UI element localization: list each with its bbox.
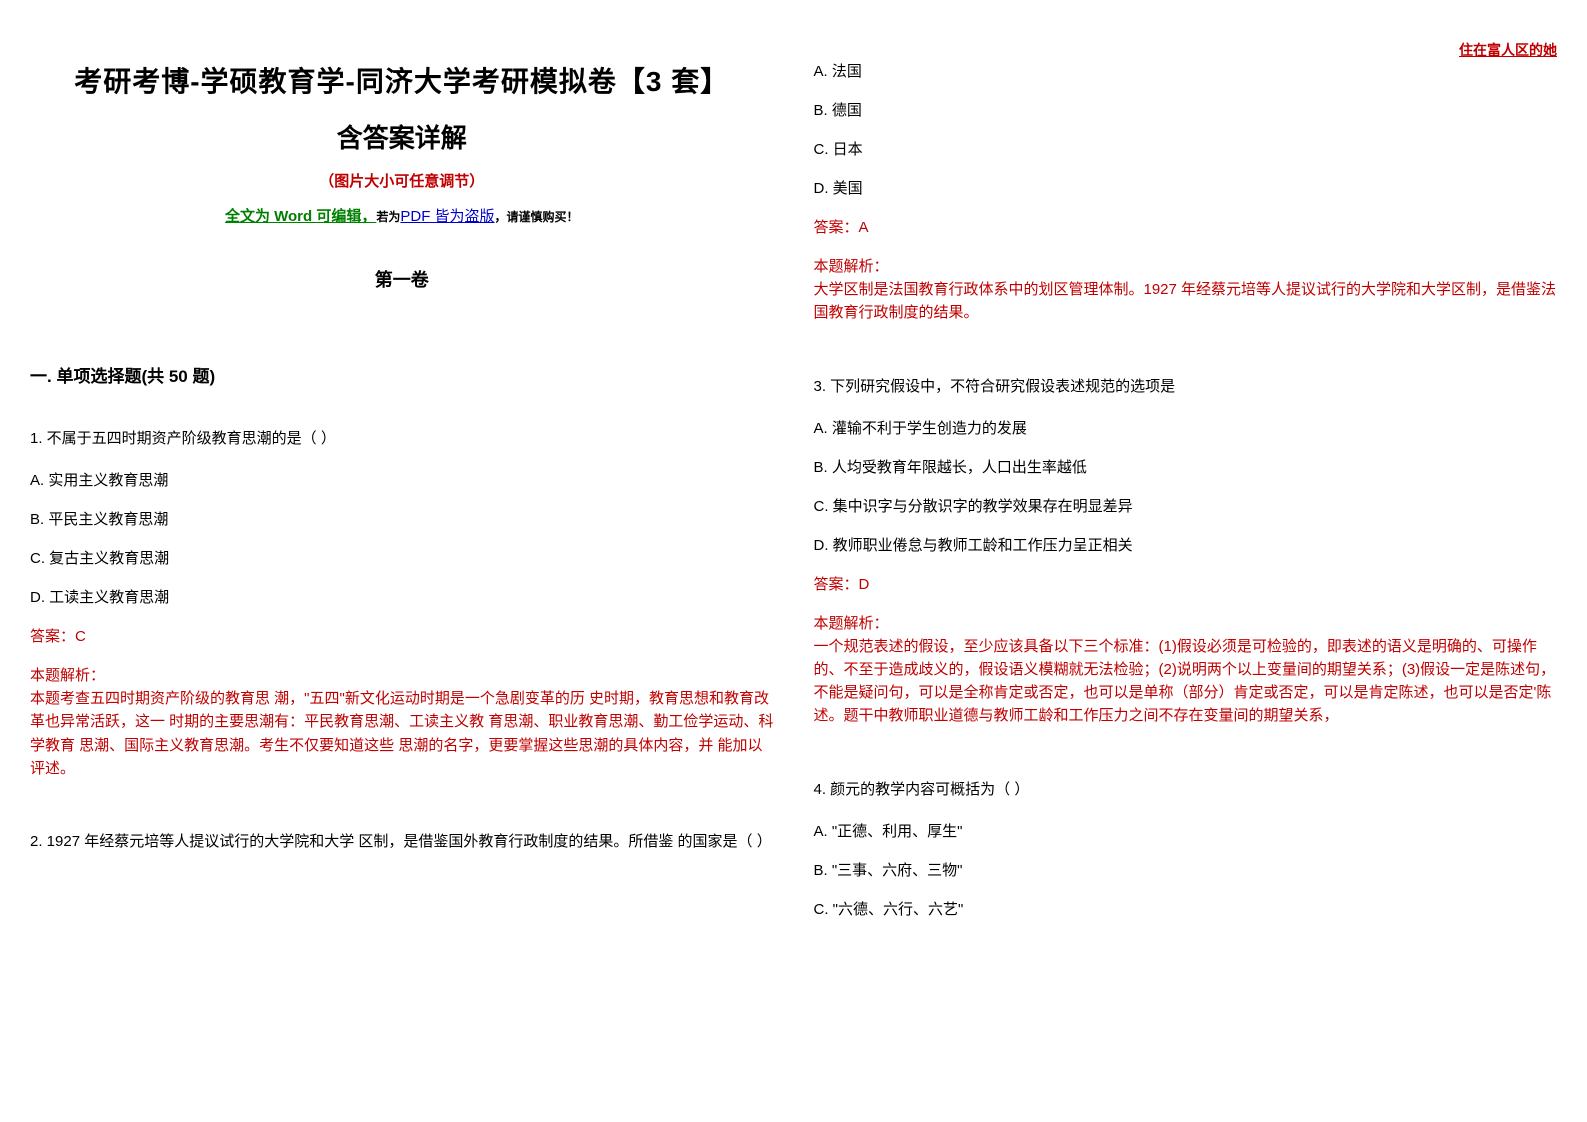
q2-option-c: C. 日本 [814,138,1558,159]
q3-answer: 答案：D [814,573,1558,594]
q2-explanation: 大学区制是法国教育行政体系中的划区管理体制。1927 年经蔡元培等人提议试行的大… [814,278,1558,325]
q2-explanation-label: 本题解析： [814,255,1558,276]
volume-heading: 第一卷 [30,266,774,292]
q2-stem: 2. 1927 年经蔡元培等人提议试行的大学院和大学 区制，是借鉴国外教育行政制… [30,830,774,854]
note-warning: 全文为 Word 可编辑，若为PDF 皆为盗版，请谨慎购买！ [30,205,774,226]
q2-option-a: A. 法国 [814,60,1558,81]
section-mcq-heading: 一. 单项选择题(共 50 题) [30,362,774,387]
note-pdf-pirate: PDF 皆为盗版 [400,208,494,225]
note-resize: （图片大小可任意调节） [30,170,774,191]
note-word-editable: 全文为 Word 可编辑， [225,208,376,225]
q4-option-c: C. "六德、六行、六艺" [814,898,1558,919]
q4-option-b: B. "三事、六府、三物" [814,859,1558,880]
q4-stem: 4. 颜元的教学内容可概括为（ ） [814,778,1558,802]
q1-option-d: D. 工读主义教育思潮 [30,586,774,607]
q1-stem: 1. 不属于五四时期资产阶级教育思潮的是（ ） [30,427,774,451]
page-container: 考研考博-学硕教育学-同济大学考研模拟卷【3 套】 含答案详解 （图片大小可任意… [0,0,1587,967]
q3-explanation: 一个规范表述的假设，至少应该具备以下三个标准：(1)假设必须是可检验的，即表述的… [814,635,1558,728]
q3-option-d: D. 教师职业倦怠与教师工龄和工作压力呈正相关 [814,534,1558,555]
watermark-text: 住在富人区的她 [1459,40,1557,60]
q1-option-a: A. 实用主义教育思潮 [30,469,774,490]
doc-subtitle: 含答案详解 [30,118,774,155]
q1-option-c: C. 复古主义教育思潮 [30,547,774,568]
note-caution: ，请谨慎购买！ [495,210,579,224]
q1-option-b: B. 平民主义教育思潮 [30,508,774,529]
q3-option-b: B. 人均受教育年限越长，人口出生率越低 [814,456,1558,477]
q1-explanation-label: 本题解析： [30,664,774,685]
q2-option-b: B. 德国 [814,99,1558,120]
q3-stem: 3. 下列研究假设中，不符合研究假设表述规范的选项是 [814,375,1558,399]
right-column: A. 法国 B. 德国 C. 日本 D. 美国 答案：A 本题解析： 大学区制是… [814,60,1558,937]
q4-option-a: A. "正德、利用、厚生" [814,820,1558,841]
q3-explanation-label: 本题解析： [814,612,1558,633]
q3-option-a: A. 灌输不利于学生创造力的发展 [814,417,1558,438]
doc-title: 考研考博-学硕教育学-同济大学考研模拟卷【3 套】 [30,60,774,100]
q2-answer: 答案：A [814,216,1558,237]
q2-option-d: D. 美国 [814,177,1558,198]
q1-answer: 答案：C [30,625,774,646]
q1-explanation: 本题考查五四时期资产阶级的教育思 潮，"五四"新文化运动时期是一个急剧变革的历 … [30,687,774,780]
note-if: 若为 [376,210,400,224]
left-column: 考研考博-学硕教育学-同济大学考研模拟卷【3 套】 含答案详解 （图片大小可任意… [30,60,774,937]
q3-option-c: C. 集中识字与分散识字的教学效果存在明显差异 [814,495,1558,516]
